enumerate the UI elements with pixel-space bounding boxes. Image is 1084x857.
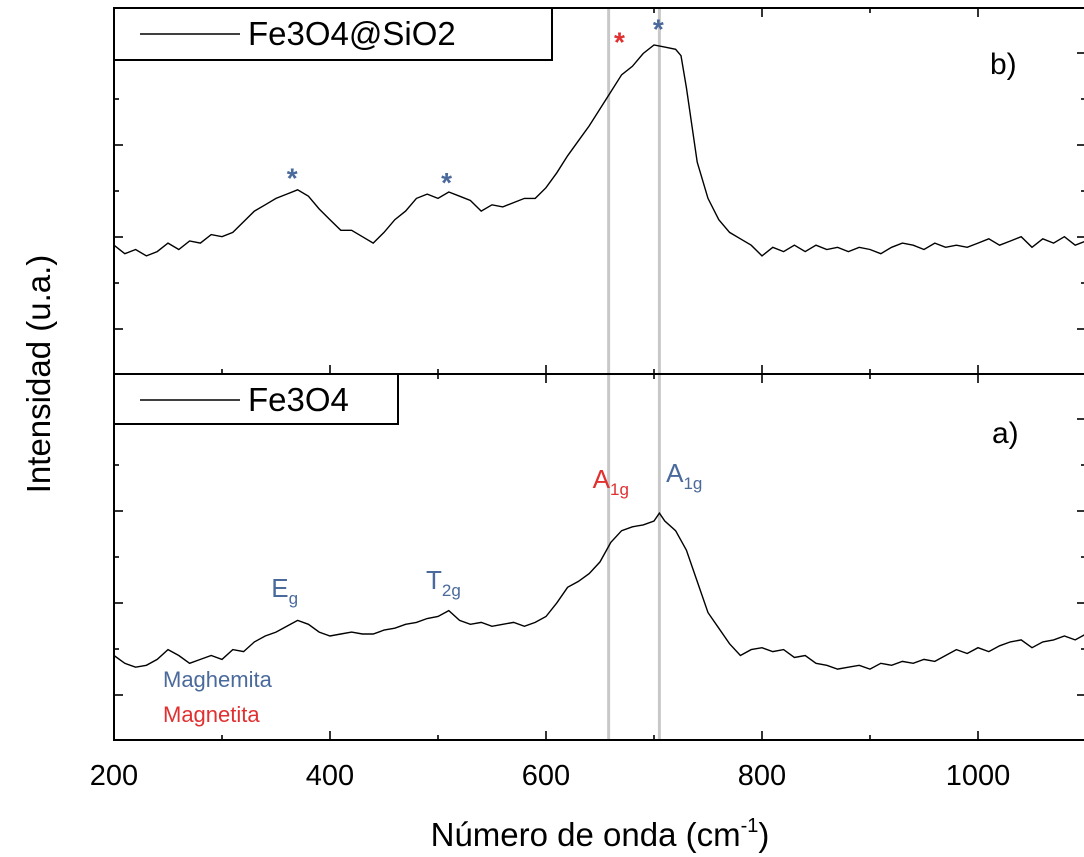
series-line-fe3o4 [113,511,1084,670]
x-tick-label: 800 [738,760,786,792]
x-tick-label: 400 [306,760,354,792]
x-tick-label: 200 [90,760,138,792]
peak-marker: * [287,163,298,194]
panel-label-b: b) [990,48,1017,81]
peak-label: Eg [271,573,298,608]
y-axis-title: Intensidad (u.a.) [20,255,57,493]
panel-b-ticks [113,8,1084,374]
series-line-fe3o4-sio2 [113,44,1084,257]
peak-label: A1g [666,458,702,493]
note-magnetita: Magnetita [163,702,260,727]
legend-label-a: Fe3O4 [248,381,349,418]
x-axis-title-superscript: -1 [741,815,759,837]
peak-marker: * [653,14,664,45]
peak-labels-a: Eg T2g A1g A1g [271,458,702,608]
x-tick-labels: 200 400 600 800 1000 [90,760,1010,792]
peak-markers-b: * * * * [287,14,664,198]
panel-b: * * * * Fe3O4@SiO2 b) [113,7,1084,375]
x-tick-label: 600 [522,760,570,792]
note-maghemita: Maghemita [163,667,273,692]
peak-marker: * [614,26,625,57]
legend-box-a [113,373,399,425]
peak-label: T2g [426,565,461,600]
peak-marker: * [441,167,452,198]
x-axis-title: Número de onda (cm-1) [431,815,770,853]
panel-a: Eg T2g A1g A1g Fe3O4 a) Maghemita Magnetita [113,373,1084,741]
panel-label-a: a) [992,417,1019,450]
panel-b-frame [113,7,1084,375]
legend-label-b: Fe3O4@SiO2 [248,15,456,52]
x-tick-label: 1000 [946,760,1011,792]
peak-label: A1g [593,464,629,499]
